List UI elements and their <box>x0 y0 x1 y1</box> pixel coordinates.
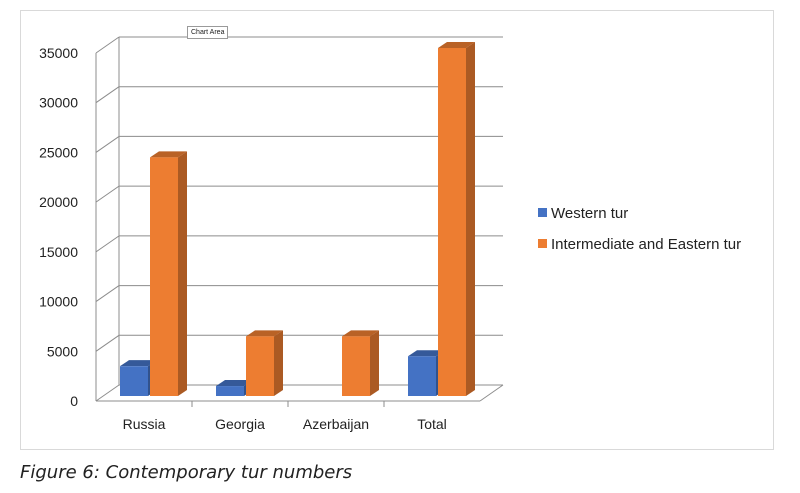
y-tick-label: 25000 <box>39 144 78 160</box>
gridline-side-3 <box>95 235 120 253</box>
bar-top <box>216 380 253 387</box>
bar-georgia-eastern <box>246 330 283 396</box>
legend-swatch <box>538 239 547 248</box>
bar-top <box>438 42 475 48</box>
figure-caption: Figure 6: Contemporary tur numbers <box>20 462 353 483</box>
gridline-side-6 <box>95 86 120 104</box>
tick-labels: 0 5000 10000 15000 20000 25000 30000 35000 Russi… <box>39 45 447 432</box>
gridline-side-1 <box>95 334 120 352</box>
y-tick-label: 30000 <box>39 95 78 111</box>
bar-front <box>120 366 148 396</box>
bars <box>120 42 475 396</box>
y-tick-label: 0 <box>70 393 78 409</box>
bar-side <box>370 330 379 396</box>
axes <box>95 37 504 407</box>
x-tick-label: Total <box>417 416 447 432</box>
bar-total-eastern <box>438 42 475 396</box>
y-tick-label: 20000 <box>39 194 78 210</box>
gridline-side-5 <box>95 136 120 153</box>
x-tick-label: Azerbaijan <box>303 416 369 432</box>
gridline-side-4 <box>95 185 120 203</box>
bar-front <box>438 48 466 396</box>
gridline-side-0 <box>95 384 120 402</box>
bar-top <box>120 360 157 367</box>
bar-front <box>246 336 274 396</box>
floor-right-edge <box>479 384 504 402</box>
legend-swatch <box>538 208 547 217</box>
gridline-side-7 <box>95 36 120 54</box>
bar-top <box>246 330 283 337</box>
bar-front <box>216 386 244 396</box>
chart-area-tooltip: Chart Area <box>187 26 229 39</box>
bar-top <box>150 151 187 158</box>
bar-side <box>274 330 283 396</box>
y-tick-label: 15000 <box>39 244 78 260</box>
y-tick-label: 5000 <box>47 343 78 359</box>
bar-side <box>178 151 187 396</box>
bar-top <box>342 330 379 337</box>
bar-front <box>342 336 370 396</box>
legend-label: Intermediate and Eastern tur <box>551 236 741 253</box>
legend-label: Western tur <box>551 205 628 222</box>
x-tick-label: Georgia <box>215 416 265 432</box>
y-tick-label: 10000 <box>39 294 78 310</box>
x-tick-label: Russia <box>123 416 166 432</box>
bar-azerbaijan-eastern <box>342 330 379 396</box>
bar-top <box>408 350 445 357</box>
gridline-side-2 <box>95 285 120 302</box>
legend: Western tur Intermediate and Eastern tur <box>538 205 741 253</box>
bar-side <box>466 42 475 396</box>
bar-russia-eastern <box>150 151 187 396</box>
bar-front <box>150 157 178 396</box>
y-tick-label: 35000 <box>39 45 78 61</box>
bar-front <box>408 356 436 396</box>
